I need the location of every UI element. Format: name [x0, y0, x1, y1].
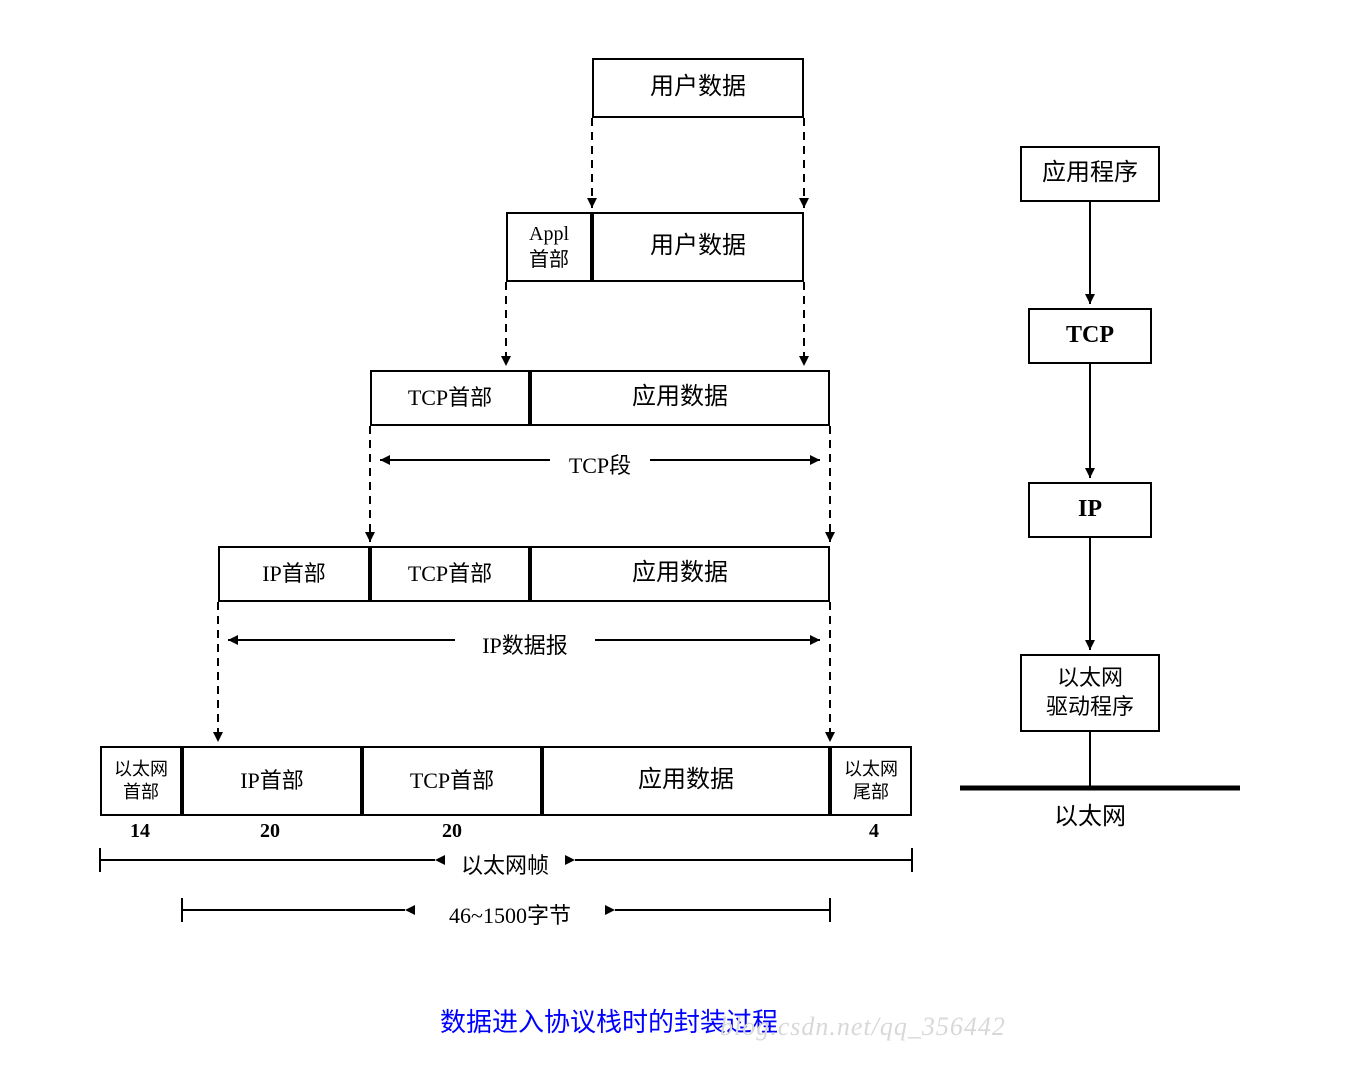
box-right-ip: IP — [1028, 482, 1152, 538]
box-app-data-2: 应用数据 — [530, 546, 830, 602]
box-eth-trailer: 以太网尾部 — [830, 746, 912, 816]
box-app-data-1: 应用数据 — [530, 370, 830, 426]
size-eth-trailer: 4 — [864, 820, 884, 843]
box-tcp-header-2: TCP首部 — [370, 546, 530, 602]
size-tcp-header: 20 — [432, 820, 472, 843]
span-frame: 以太网帧 — [450, 848, 560, 880]
box-right-tcp: TCP — [1028, 308, 1152, 364]
box-tcp-header-3: TCP首部 — [362, 746, 542, 816]
box-user-data-2: 用户数据 — [592, 212, 804, 282]
box-tcp-header-1: TCP首部 — [370, 370, 530, 426]
box-right-driver: 以太网驱动程序 — [1020, 654, 1160, 732]
span-ip: IP数据报 — [470, 628, 580, 660]
box-eth-header: 以太网首部 — [100, 746, 182, 816]
size-ip-header: 20 — [250, 820, 290, 843]
watermark-text: blog.csdn.net/qq_356442 — [720, 1012, 1006, 1042]
label-right-net: 以太网 — [1050, 796, 1130, 831]
span-payload: 46~1500字节 — [420, 898, 600, 930]
box-right-app: 应用程序 — [1020, 146, 1160, 202]
size-eth-header: 14 — [120, 820, 160, 843]
box-appl-header: Appl首部 — [506, 212, 592, 282]
box-ip-header-1: IP首部 — [218, 546, 370, 602]
diagram-arrows — [0, 0, 1368, 1072]
span-tcp: TCP段 — [560, 448, 640, 480]
box-user-data-1: 用户数据 — [592, 58, 804, 118]
box-app-data-3: 应用数据 — [542, 746, 830, 816]
box-ip-header-2: IP首部 — [182, 746, 362, 816]
